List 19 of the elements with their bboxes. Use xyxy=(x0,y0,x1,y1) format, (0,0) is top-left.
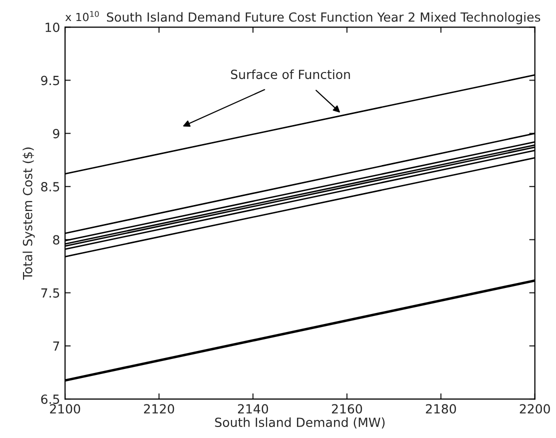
x-tick-label: 2100 xyxy=(50,404,80,414)
y-tick-label: 6.5 xyxy=(41,394,60,404)
y-tick-label: 9.5 xyxy=(41,76,60,86)
y-tick-label: 7.5 xyxy=(41,288,60,298)
x-tick-label: 2140 xyxy=(238,404,268,414)
x-tick-label: 2180 xyxy=(426,404,456,414)
y-axis-title: Total System Cost ($) xyxy=(22,148,35,280)
annotation: Surface of Function xyxy=(231,69,350,80)
text: x 10$^{10}$ xyxy=(65,11,99,22)
y-tick-label: 9 xyxy=(53,128,60,138)
y-tick-label: 8.5 xyxy=(41,182,60,192)
x-axis-title: South Island Demand (MW) xyxy=(215,417,385,429)
x-tick-label: 2160 xyxy=(332,404,362,414)
y-tick-label: 8 xyxy=(53,235,60,245)
y-tick-label: 10 xyxy=(46,22,60,32)
chart-title: South Island Demand Future Cost Function Year 2 Mixed Technologies xyxy=(106,12,540,24)
x-tick-label: 2120 xyxy=(144,404,174,414)
y-tick-label: 7 xyxy=(53,342,60,351)
x-tick-label: 2200 xyxy=(520,404,550,414)
